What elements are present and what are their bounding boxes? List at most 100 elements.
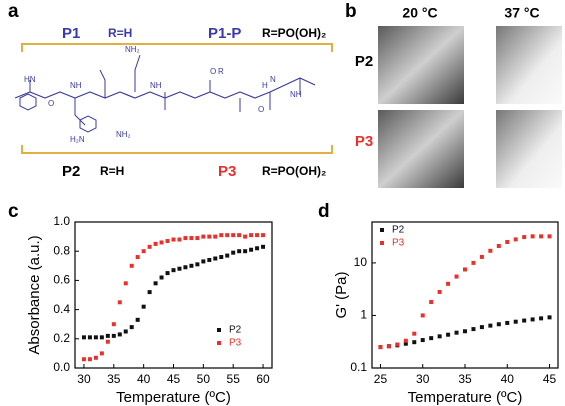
- data-point: [201, 235, 205, 239]
- data-point: [548, 234, 552, 238]
- data-point: [148, 290, 152, 294]
- atom-label: O: [258, 105, 264, 114]
- vial-photo: [496, 110, 562, 188]
- data-point: [438, 334, 442, 338]
- legend-label: P3: [229, 338, 242, 349]
- data-point: [488, 324, 492, 328]
- column-label: 37 °C: [504, 5, 539, 21]
- data-point: [505, 240, 509, 244]
- atom-label: NH: [150, 81, 162, 90]
- data-point: [124, 281, 128, 285]
- data-point: [539, 234, 543, 238]
- data-point: [106, 340, 110, 344]
- data-point: [446, 282, 450, 286]
- data-point: [412, 332, 416, 336]
- y-axis-label: Absorbance (a.u.): [26, 235, 43, 354]
- data-point: [261, 245, 265, 249]
- data-point: [183, 265, 187, 269]
- x-axis-label: Temperature (ºC): [116, 389, 231, 406]
- x-tick-label: 55: [227, 372, 241, 386]
- data-point: [231, 251, 235, 255]
- data-point: [213, 235, 217, 239]
- y-tick-label: 10: [354, 255, 368, 269]
- x-tick-label: 50: [197, 372, 211, 386]
- data-point: [201, 259, 205, 263]
- data-point: [539, 316, 543, 320]
- data-point: [124, 330, 128, 334]
- data-point: [177, 238, 181, 242]
- legend-marker: [217, 328, 221, 332]
- data-point: [261, 233, 265, 237]
- data-point: [195, 236, 199, 240]
- data-point: [130, 325, 134, 329]
- r-group: R=H: [100, 164, 124, 178]
- data-point: [207, 258, 211, 262]
- x-tick-label: 35: [458, 372, 472, 386]
- data-point: [438, 290, 442, 294]
- atom-label: NH₂: [125, 45, 140, 54]
- data-point: [497, 244, 501, 248]
- atom-label: NH: [70, 81, 82, 90]
- data-point: [189, 236, 193, 240]
- y-tick-label: 0.0: [53, 360, 70, 374]
- data-point: [195, 262, 199, 266]
- data-point: [219, 255, 223, 259]
- data-point: [255, 246, 259, 250]
- data-point: [225, 254, 229, 258]
- data-point: [88, 357, 92, 361]
- atom-label: O: [210, 67, 216, 76]
- x-tick-label: 40: [137, 372, 151, 386]
- atom-label: NH: [290, 90, 302, 99]
- r-group: R=PO(OH)₂: [262, 26, 326, 40]
- data-point: [404, 339, 408, 343]
- atom-label: H: [262, 81, 268, 90]
- data-point: [219, 233, 223, 237]
- atom-label: H₂N: [70, 135, 85, 144]
- legend-marker: [380, 241, 384, 245]
- data-point: [531, 234, 535, 238]
- data-point: [249, 248, 253, 252]
- figure: a P1 R=H P1-P R=PO(OH)₂ P2 R=H P3 R=PO(O…: [0, 0, 565, 406]
- data-point: [378, 345, 382, 349]
- data-point: [531, 317, 535, 321]
- data-point: [463, 267, 467, 271]
- atom-label: O: [48, 99, 54, 108]
- y-tick-label: 1.0: [53, 214, 70, 228]
- data-point: [183, 236, 187, 240]
- panel-letter: d: [318, 201, 330, 222]
- data-point: [471, 327, 475, 331]
- plot-frame: [75, 222, 272, 368]
- data-point: [237, 233, 241, 237]
- data-point: [429, 300, 433, 304]
- data-point: [112, 322, 116, 326]
- data-point: [88, 335, 92, 339]
- data-point: [455, 331, 459, 335]
- legend-marker: [380, 228, 384, 232]
- atom-label: R: [218, 67, 224, 76]
- column-label: 20 °C: [402, 5, 437, 21]
- data-point: [148, 245, 152, 249]
- data-point: [118, 332, 122, 336]
- data-point: [106, 334, 110, 338]
- x-tick-label: 60: [256, 372, 270, 386]
- data-point: [455, 275, 459, 279]
- r-group: R=PO(OH)₂: [262, 164, 326, 178]
- polymer-name: P3: [218, 163, 236, 180]
- x-tick-label: 40: [501, 372, 515, 386]
- data-point: [505, 321, 509, 325]
- data-point: [412, 340, 416, 344]
- data-point: [207, 235, 211, 239]
- atom-label: NH₂: [116, 130, 131, 139]
- data-point: [166, 271, 170, 275]
- data-point: [243, 235, 247, 239]
- x-tick-label: 30: [416, 372, 430, 386]
- data-point: [94, 335, 98, 339]
- data-point: [471, 261, 475, 265]
- data-point: [395, 343, 399, 347]
- legend-marker: [217, 341, 221, 345]
- panel-letter: b: [345, 1, 357, 22]
- data-point: [130, 264, 134, 268]
- panel-letter: a: [8, 1, 19, 22]
- data-point: [177, 267, 181, 271]
- data-point: [243, 249, 247, 253]
